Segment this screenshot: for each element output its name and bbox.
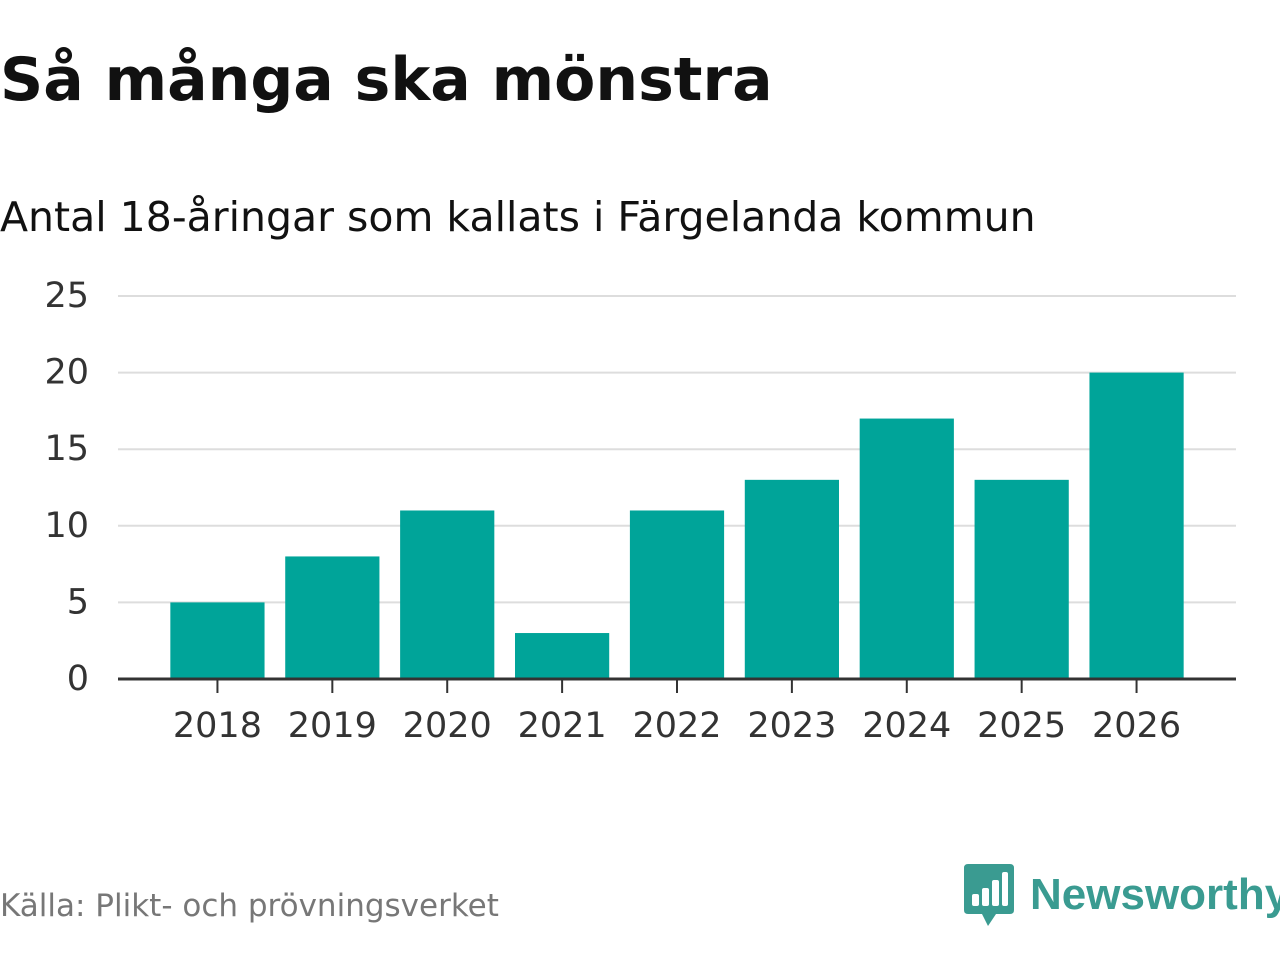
- bar-2018: [170, 602, 265, 679]
- y-tick-label: 15: [44, 429, 89, 469]
- brand-logo: Newsworthy: [962, 862, 1280, 928]
- x-tick-label: 2021: [518, 706, 607, 746]
- y-tick-label: 5: [67, 582, 89, 622]
- y-tick-label: 10: [44, 506, 89, 546]
- y-tick-label: 0: [67, 659, 89, 699]
- source-note: Källa: Plikt- och prövningsverket: [0, 888, 499, 924]
- y-axis-ticks: 0 5 10 15 20 25: [44, 276, 89, 699]
- x-tick-label: 2024: [862, 706, 951, 746]
- bars: [170, 372, 1184, 679]
- bar-2025: [974, 479, 1069, 679]
- x-axis-ticks: 2018 2019 2020 2021 2022 2023 2024 2025 2026: [118, 677, 1236, 746]
- x-tick-label: 2020: [403, 706, 492, 746]
- bar-2020: [400, 510, 495, 679]
- bar-2026: [1089, 372, 1184, 679]
- newsworthy-logo-icon: [964, 864, 1014, 926]
- bar-2021: [515, 633, 610, 679]
- x-tick-label: 2026: [1092, 706, 1181, 746]
- x-tick-label: 2023: [747, 706, 836, 746]
- bar-2023: [744, 479, 839, 679]
- y-tick-label: 20: [44, 353, 89, 393]
- chart-title: Så många ska mönstra: [0, 45, 773, 115]
- x-tick-label: 2025: [977, 706, 1066, 746]
- x-tick-label: 2018: [173, 706, 262, 746]
- x-tick-label: 2022: [632, 706, 721, 746]
- x-tick-label: 2019: [288, 706, 377, 746]
- bar-2022: [629, 510, 725, 679]
- y-tick-label: 25: [44, 276, 89, 316]
- brand-name: Newsworthy: [1030, 870, 1280, 919]
- chart-subtitle: Antal 18-åringar som kallats i Färgeland…: [0, 193, 1036, 241]
- bar-2024: [859, 418, 954, 679]
- bar-2019: [285, 556, 380, 679]
